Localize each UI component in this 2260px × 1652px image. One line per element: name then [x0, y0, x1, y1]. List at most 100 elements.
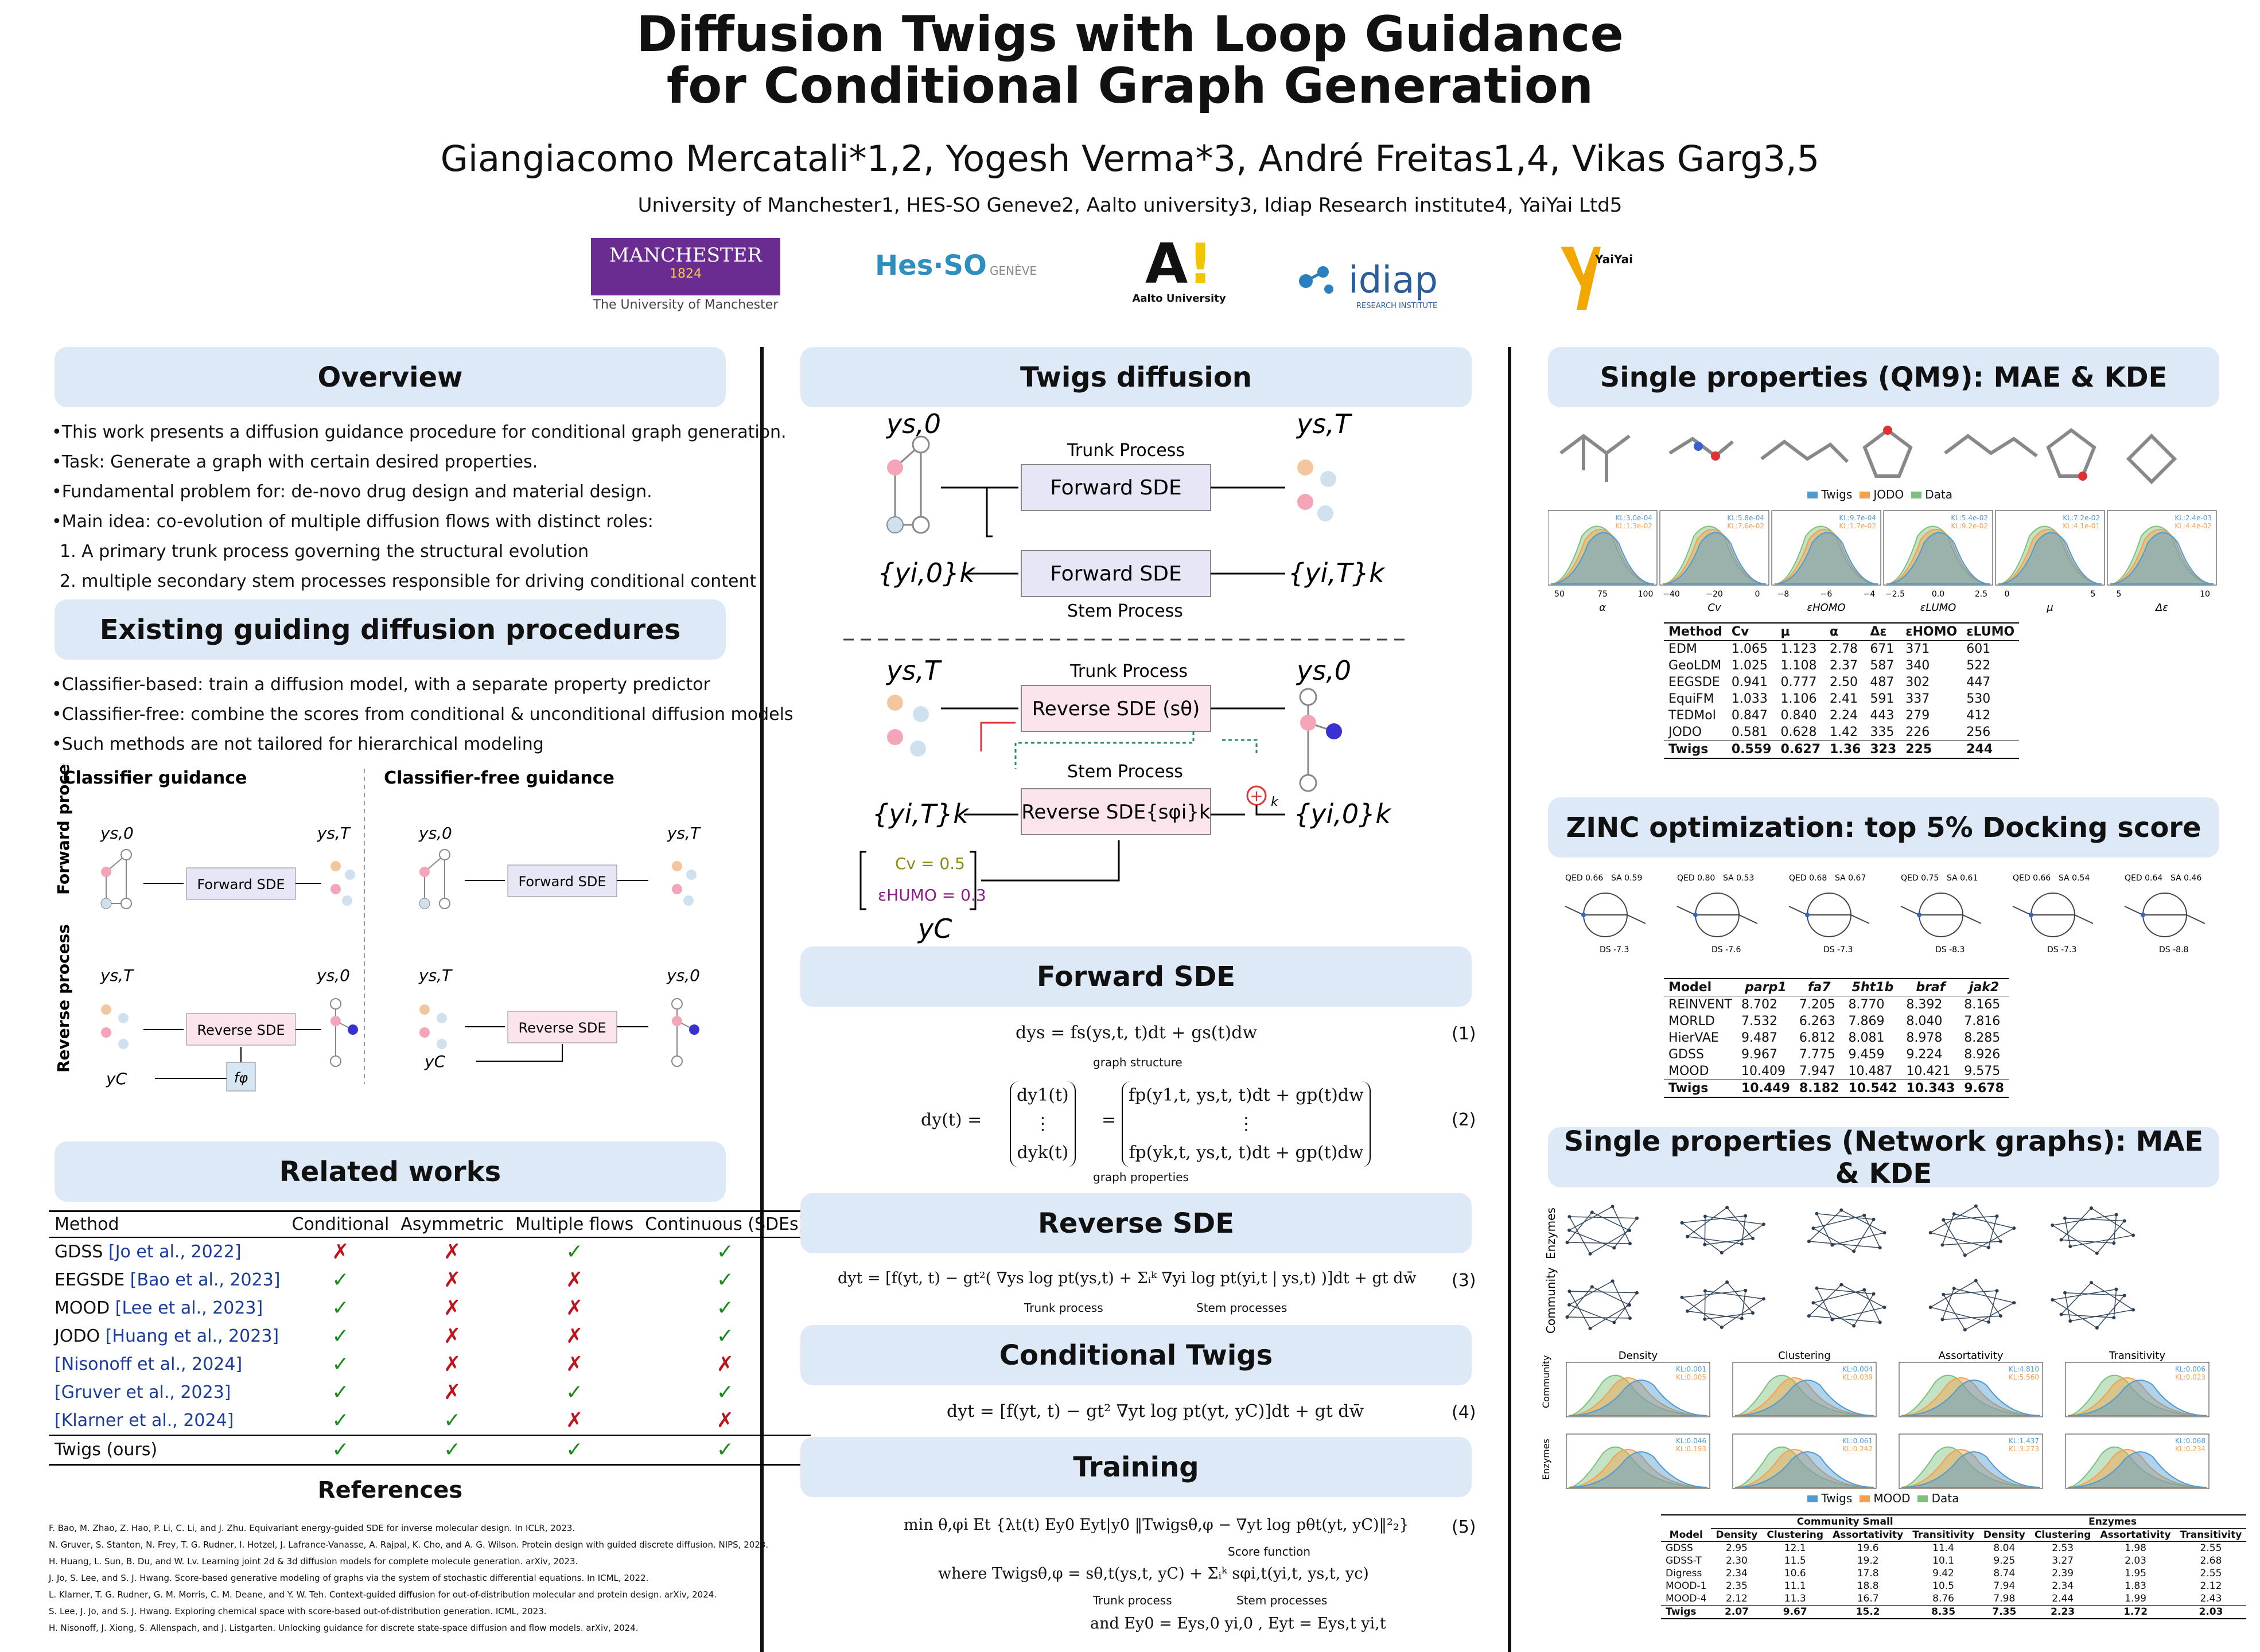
- table-cell: 0.627: [1780, 742, 1821, 757]
- table-row: MOOD-4 2.12 11.3 16.7 8.76 7.98 2.44 1.99 2.43: [1661, 1592, 2246, 1606]
- method-name: MOOD: [55, 1298, 115, 1318]
- table-cell: 8.04: [1993, 1542, 2016, 1554]
- idiap-logo-mark: [1299, 266, 1333, 294]
- zinc-molecule: QED 0.80 SA 0.53 DS -7.6: [1676, 874, 1758, 954]
- table-cell: 8.285: [1964, 1031, 2001, 1045]
- column-divider-2: [1508, 347, 1511, 1652]
- method-name: JODO: [55, 1326, 106, 1346]
- method-cell: EEGSDE [Bao et al., 2023]: [49, 1266, 286, 1294]
- fig-reverse-sde-box-2: Reverse SDE: [519, 1020, 606, 1036]
- zinc-bond: [1676, 906, 1758, 924]
- table-cell: 2.24: [1830, 708, 1858, 723]
- title-line-2: for Conditional Graph Generation: [666, 57, 1594, 115]
- check-icon: ✓: [332, 1324, 349, 1348]
- guidance-figure: Classifier guidance Classifier-free guid…: [54, 763, 701, 1092]
- twigs-reverse-sde-trunk: Reverse SDE (sθ): [1032, 698, 1200, 720]
- enzyme-graph: [1565, 1205, 1639, 1256]
- table-cell: 9.967: [1741, 1047, 1777, 1062]
- table-cell: Twigs: [1666, 1606, 1697, 1618]
- table-cell: 302: [1905, 675, 1930, 689]
- network-table: Community Small Enzymes Model Density Clus…: [1661, 1514, 2247, 1619]
- table-cell: 1.123: [1780, 642, 1817, 656]
- table-cell: 8.35: [1931, 1606, 1956, 1618]
- references-list: F. Bao, M. Zhao, Z. Hao, P. Li, C. Li, a…: [49, 1520, 768, 1637]
- zinc-ds: DS -7.6: [1711, 945, 1741, 954]
- reference-item: F. Bao, M. Zhao, Z. Hao, P. Li, C. Li, a…: [49, 1523, 575, 1533]
- twigs-ys0-bottom: ys,0: [1296, 655, 1351, 686]
- related-col-header: Conditional: [291, 1214, 390, 1234]
- zinc-qed: QED 0.68: [1789, 874, 1827, 883]
- forward-eq2-number: (2): [1452, 1110, 1476, 1130]
- twigs-yi0: {yi,0}k: [878, 558, 976, 589]
- table-cell: 2.37: [1830, 659, 1858, 673]
- table-cell: 16.7: [1857, 1593, 1879, 1604]
- table-cell: 0.847: [1731, 708, 1768, 723]
- kde-kl-jodo: KL:9.2e-02: [1951, 522, 1988, 530]
- kde-kl-mood: KL:0.234: [2175, 1445, 2205, 1453]
- related-col-header: Method: [55, 1214, 119, 1234]
- zinc-molecule: QED 0.75 SA 0.61 DS -8.3: [1900, 874, 1982, 954]
- table-cell: 1.106: [1780, 692, 1817, 706]
- zinc-molecule: QED 0.66 SA 0.59 DS -7.3: [1565, 874, 1646, 954]
- qm9-mae-table: Method Cv μ α Δε εHOMO εLUMO EDM 1.065 1.1…: [1664, 622, 2020, 759]
- kde-tick-label: −4: [1864, 590, 1876, 599]
- kde-curve: [1901, 1451, 2041, 1488]
- network-graph-samples: Enzymes Community: [1544, 1204, 2135, 1334]
- table-cell: 2.34: [2052, 1580, 2074, 1592]
- fig-col1-title: Classifier guidance: [63, 768, 247, 788]
- table-row: EEGSDE [Bao et al., 2023] ✓ ✗ ✗ ✓: [49, 1266, 811, 1294]
- table-cell: 2.55: [2200, 1568, 2222, 1579]
- conditional-header: Conditional Twigs: [800, 1325, 1472, 1385]
- fig-ysT-label: ys,T: [317, 824, 351, 843]
- kde-curve: [1901, 1446, 2041, 1488]
- existing-bullet: •Classifier-based: train a diffusion mod…: [52, 675, 710, 695]
- fig-forward-sde-box: Forward SDE: [197, 876, 285, 893]
- network-col-header: Assortativity: [1833, 1529, 1904, 1541]
- check-icon: ✓: [566, 1240, 584, 1264]
- table-row: [Gruver et al., 2023] ✓ ✗ ✓ ✓: [49, 1378, 811, 1406]
- table-cell: MORLD: [1668, 1014, 1715, 1028]
- table-cell: 8.081: [1848, 1031, 1885, 1045]
- kde-curve: [1550, 525, 1655, 585]
- table-cell: 2.41: [1830, 692, 1858, 706]
- table-cell: 9.678: [1964, 1081, 2004, 1096]
- table-row: HierVAE 9.487 6.812 8.081 8.978 8.285: [1664, 1030, 2009, 1046]
- conditional-eq-number: (4): [1452, 1402, 1476, 1423]
- table-cell: 8.392: [1906, 998, 1943, 1012]
- existing-bullet: •Classifier-free: combine the scores fro…: [52, 704, 793, 724]
- existing-bullets: •Classifier-based: train a diffusion mod…: [52, 670, 793, 759]
- qm9-col-header: εHOMO: [1905, 625, 1958, 639]
- table-cell: 601: [1966, 642, 1991, 656]
- twigs-k-label: k: [1271, 795, 1279, 809]
- forward-eq2-label: graph properties: [1093, 1170, 1189, 1184]
- table-cell: 1.033: [1731, 692, 1768, 706]
- forward-eq2-r1: fp(y1,t, ys,t, t)dt + gp(t)dw: [1129, 1085, 1364, 1105]
- kde-curve: [2067, 1449, 2207, 1488]
- kde-kl-twigs: KL:9.7e-04: [1839, 514, 1876, 522]
- table-cell: 9.459: [1848, 1047, 1885, 1062]
- qm9-col-header: εLUMO: [1966, 625, 2015, 639]
- cross-icon: ✗: [444, 1296, 461, 1320]
- table-cell: 671: [1870, 642, 1895, 656]
- related-col-header: Multiple flows: [515, 1214, 634, 1234]
- table-cell: Twigs: [1668, 742, 1709, 757]
- twigs-ys0-top: ys,0: [885, 410, 941, 439]
- network-col-header: Density: [1983, 1529, 2025, 1541]
- table-cell: 2.43: [2200, 1593, 2222, 1604]
- cross-icon: ✗: [566, 1409, 584, 1432]
- table-cell: 8.74: [1993, 1568, 2016, 1579]
- kde-curve: [1568, 1449, 1708, 1488]
- table-row: GDSS 9.967 7.775 9.459 9.224 8.926: [1664, 1046, 2009, 1063]
- table-cell: 226: [1905, 725, 1930, 739]
- network-row-label-enzymes: Enzymes: [1544, 1207, 1558, 1259]
- check-icon: ✓: [332, 1296, 349, 1320]
- overview-bullets: •This work presents a diffusion guidance…: [52, 418, 787, 597]
- table-row-ours: Twigs (ours) ✓ ✓ ✓ ✓: [49, 1435, 811, 1465]
- table-cell: 9.224: [1906, 1047, 1943, 1062]
- fig-row2-label: Reverse process: [54, 924, 73, 1073]
- zinc-sa: SA 0.67: [1835, 874, 1866, 883]
- table-cell: 0.628: [1780, 725, 1817, 739]
- check-icon: ✓: [716, 1296, 734, 1320]
